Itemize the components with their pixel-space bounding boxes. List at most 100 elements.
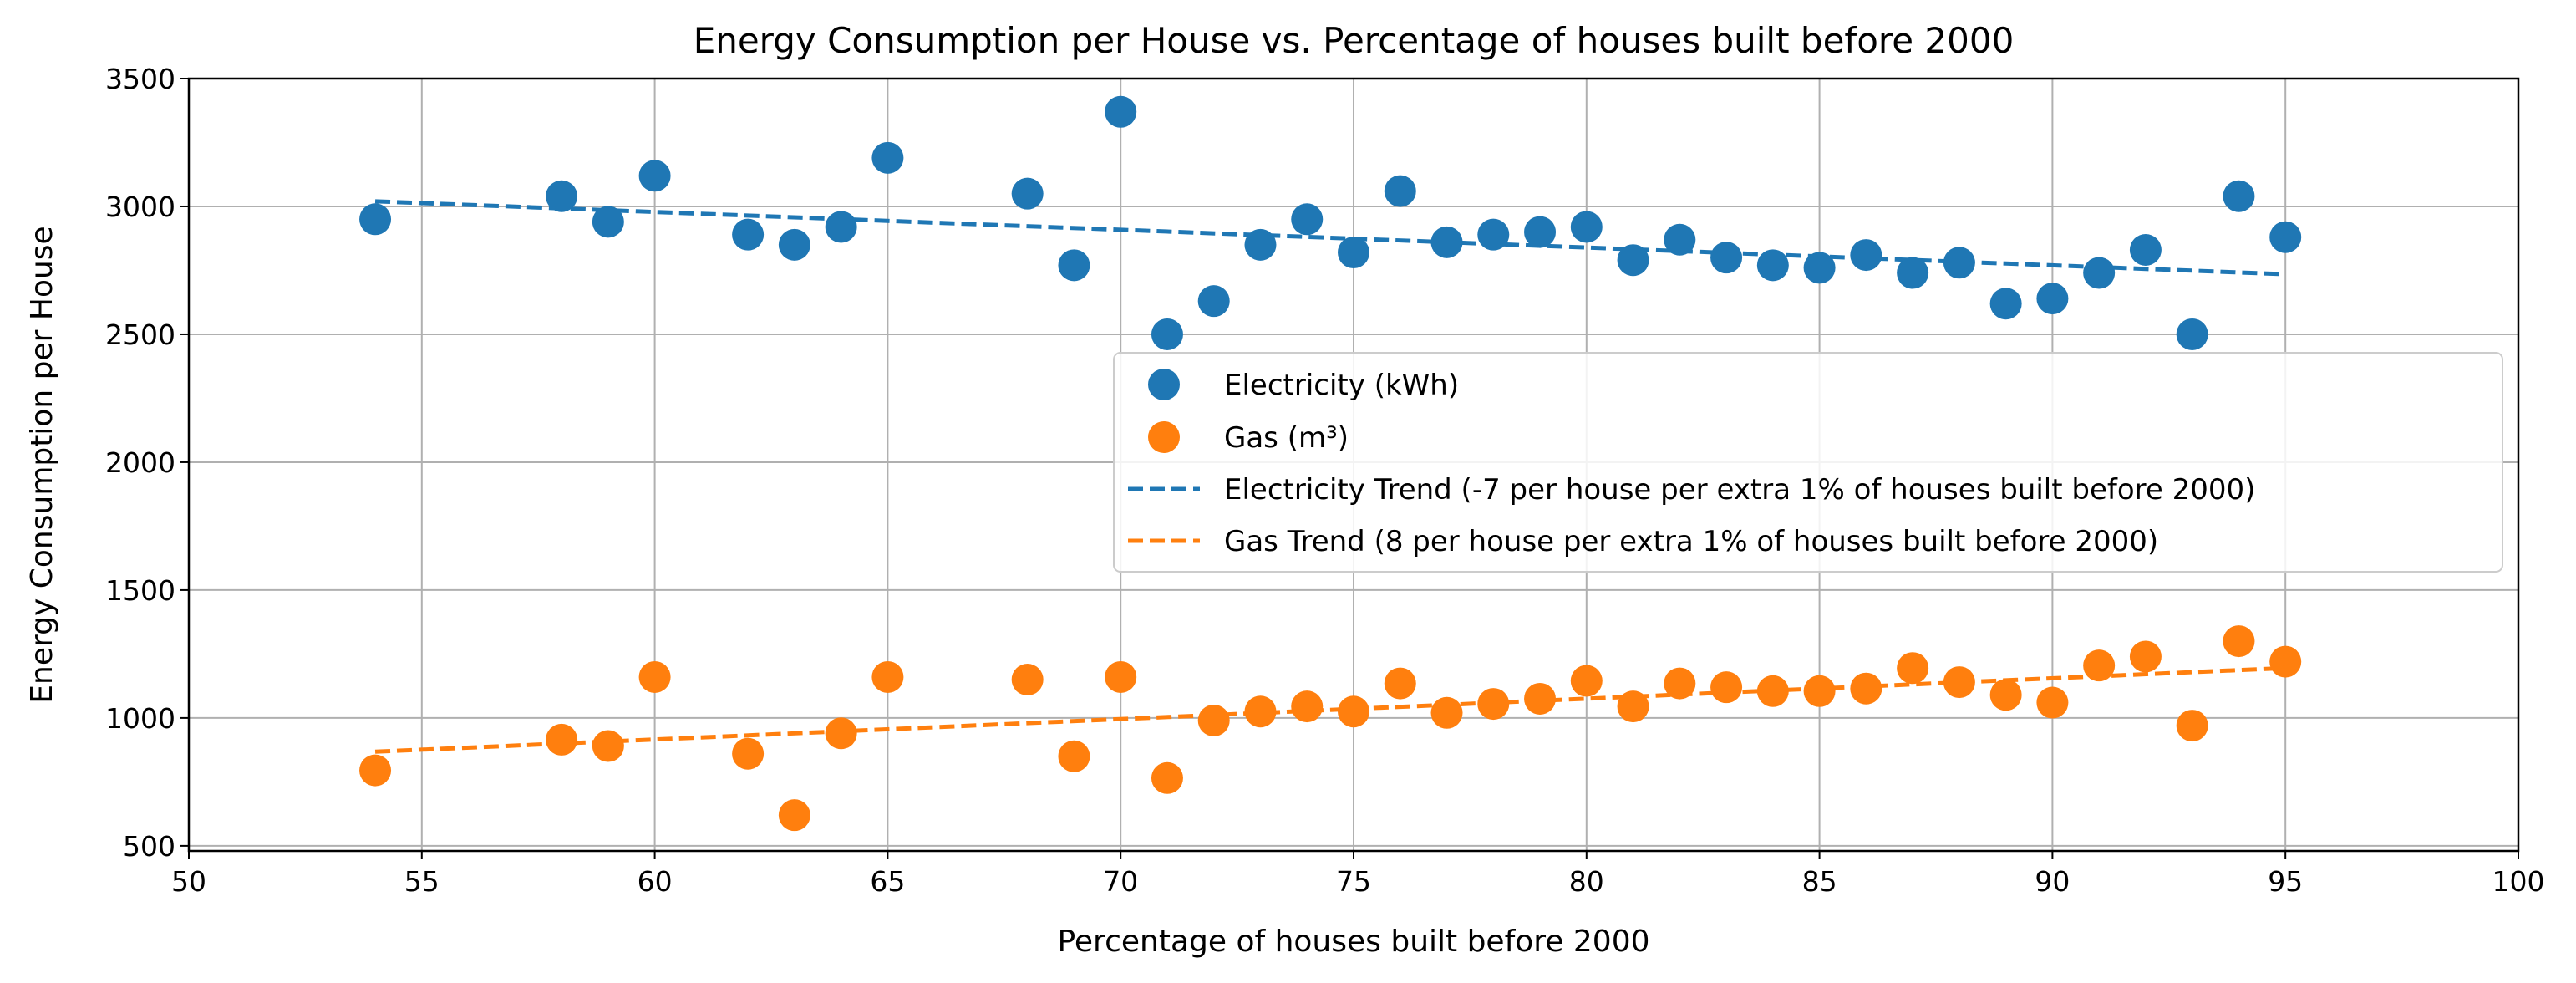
gas-data-point — [1384, 667, 1416, 700]
gas-data-point — [638, 660, 671, 693]
electricity-data-point — [1803, 252, 1836, 284]
gas-data-point — [1850, 672, 1882, 705]
gas-data-point — [2036, 686, 2069, 719]
electricity-data-point — [1570, 211, 1603, 243]
gas-data-point — [1058, 740, 1090, 772]
y-tick-label: 3000 — [105, 191, 175, 223]
electricity-data-point — [2269, 221, 2302, 253]
gas-data-point — [2083, 649, 2116, 682]
electricity-data-point — [1617, 244, 1649, 277]
y-tick-label: 500 — [123, 830, 175, 863]
gas-data-point — [1105, 660, 1137, 693]
gas-data-point — [2129, 640, 2162, 673]
gas-data-point — [871, 660, 904, 693]
gas-data-point — [1570, 665, 1603, 697]
gas-data-point — [1897, 652, 1929, 685]
gas-data-point — [592, 730, 624, 762]
electricity-data-point — [1197, 285, 1230, 318]
electricity-data-point — [1897, 257, 1929, 289]
x-tick-label: 60 — [638, 865, 673, 898]
electricity-data-point — [2176, 318, 2208, 350]
gas-data-point — [1710, 671, 1743, 704]
legend-label-electricity-trend: Electricity Trend (-7 per house per extr… — [1224, 473, 2255, 507]
electricity-data-point — [2083, 257, 2116, 289]
chart-title: Energy Consumption per House vs. Percent… — [694, 20, 2015, 61]
electricity-data-point — [1756, 249, 1789, 282]
x-tick-label: 55 — [404, 865, 439, 898]
gas-data-point — [2223, 625, 2255, 658]
gas-data-point — [1756, 675, 1789, 707]
x-tick-label: 75 — [1336, 865, 1371, 898]
legend-marker-gas — [1148, 421, 1180, 453]
electricity-data-point — [1477, 218, 1510, 251]
electricity-data-point — [1058, 249, 1090, 282]
electricity-data-point — [1989, 288, 2022, 320]
gas-data-point — [1477, 688, 1510, 721]
gas-data-point — [732, 737, 765, 770]
gas-data-point — [1617, 690, 1649, 723]
electricity-data-point — [546, 180, 578, 212]
gas-data-point — [1291, 690, 1324, 723]
gas-data-point — [546, 723, 578, 756]
y-tick-label: 1000 — [105, 702, 175, 735]
electricity-data-point — [2223, 180, 2255, 212]
gas-data-point — [2269, 645, 2302, 678]
x-tick-label: 65 — [870, 865, 905, 898]
x-tick-label: 95 — [2268, 865, 2303, 898]
y-axis-label: Energy Consumption per House — [25, 226, 59, 703]
electricity-data-point — [778, 228, 810, 261]
gas-data-point — [1430, 696, 1463, 729]
x-axis-label: Percentage of houses built before 2000 — [1057, 924, 1649, 959]
electricity-data-point — [1338, 237, 1369, 269]
gas-data-point — [1943, 666, 1975, 699]
gas-data-point — [1011, 664, 1044, 696]
legend-label-gas: Gas (m³) — [1224, 421, 1349, 455]
gas-data-point — [825, 717, 857, 750]
electricity-data-point — [1430, 226, 1463, 258]
electricity-data-point — [1244, 228, 1277, 261]
gas-data-point — [2176, 710, 2208, 742]
electricity-data-point — [825, 211, 857, 243]
electricity-data-point — [1664, 223, 1696, 256]
x-tick-label: 100 — [2492, 865, 2545, 898]
electricity-data-point — [1105, 95, 1137, 128]
gas-data-point — [1803, 675, 1836, 707]
legend-box — [1113, 352, 2503, 573]
x-tick-label: 85 — [1802, 865, 1837, 898]
electricity-data-point — [1943, 247, 1975, 279]
axis-ticks: 50 55 60 65 70 75 80 85 90 95 100 500 1000 1500 2000 25… — [105, 63, 2544, 898]
y-tick-label: 2000 — [105, 446, 175, 479]
electricity-data-point — [1710, 242, 1743, 274]
y-tick-label: 3500 — [105, 63, 175, 95]
electricity-data-point — [732, 218, 765, 251]
data-points — [359, 95, 2302, 832]
electricity-data-point — [1384, 175, 1416, 207]
electricity-data-point — [1291, 203, 1324, 236]
electricity-data-point — [592, 206, 624, 238]
electricity-data-point — [1011, 177, 1044, 210]
legend: Electricity (kWh) Gas (m³) Electricity T… — [1113, 352, 2503, 573]
gas-data-point — [1664, 667, 1696, 700]
gas-data-point — [359, 754, 392, 787]
gas-data-point — [1197, 704, 1230, 736]
gas-data-point — [1524, 682, 1557, 715]
legend-label-gas-trend: Gas Trend (8 per house per extra 1% of h… — [1224, 525, 2158, 558]
gas-data-point — [1151, 761, 1183, 794]
gas-data-point — [778, 799, 810, 832]
electricity-data-point — [871, 141, 904, 174]
electricity-data-point — [359, 203, 392, 236]
gas-data-point — [1244, 695, 1277, 728]
electricity-data-point — [1524, 216, 1557, 248]
electricity-data-point — [1850, 239, 1882, 272]
x-tick-label: 70 — [1103, 865, 1138, 898]
electricity-data-point — [1151, 318, 1183, 350]
x-tick-label: 80 — [1569, 865, 1604, 898]
gas-data-point — [1338, 695, 1369, 728]
x-tick-label: 50 — [171, 865, 206, 898]
electricity-data-point — [638, 160, 671, 192]
legend-marker-electricity — [1148, 369, 1180, 400]
y-tick-label: 2500 — [105, 318, 175, 351]
legend-label-electricity: Electricity (kWh) — [1224, 369, 1459, 402]
electricity-data-point — [2036, 283, 2069, 315]
